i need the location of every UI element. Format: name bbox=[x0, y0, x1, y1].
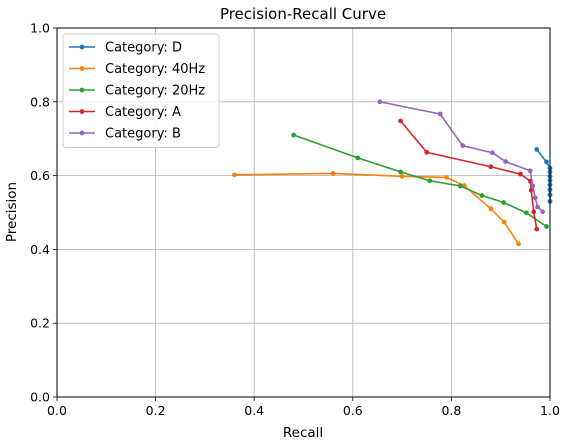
data-point bbox=[488, 164, 494, 170]
data-point bbox=[544, 159, 549, 165]
data-point bbox=[534, 226, 540, 232]
data-point bbox=[488, 206, 494, 212]
data-point bbox=[516, 241, 521, 247]
legend-label: Category: 20Hz bbox=[105, 84, 205, 99]
data-point bbox=[377, 99, 383, 105]
legend-entry: Category: D bbox=[69, 41, 182, 56]
legend-entry: Category: B bbox=[69, 127, 181, 142]
data-point bbox=[291, 132, 297, 138]
legend-box bbox=[62, 33, 220, 148]
y-tick-label: 0.2 bbox=[30, 316, 50, 331]
data-point bbox=[399, 173, 405, 179]
data-point bbox=[501, 200, 507, 205]
data-point bbox=[528, 187, 534, 193]
series-line bbox=[293, 134, 547, 228]
data-point bbox=[479, 193, 485, 198]
data-point bbox=[355, 155, 361, 161]
y-tick-label: 1.0 bbox=[30, 21, 50, 36]
legend-marker bbox=[79, 130, 85, 136]
data-point bbox=[489, 150, 495, 156]
data-point bbox=[532, 195, 538, 201]
x-tick-label: 0.4 bbox=[244, 403, 264, 418]
data-point bbox=[503, 159, 509, 164]
series-layer bbox=[232, 99, 553, 247]
series-category-b bbox=[377, 99, 546, 215]
series-line bbox=[379, 101, 544, 213]
data-point bbox=[501, 219, 507, 225]
data-point bbox=[398, 118, 404, 124]
series-category-40hz bbox=[232, 170, 521, 247]
y-tick-label: 0.8 bbox=[30, 94, 50, 109]
x-axis-label: Recall bbox=[283, 425, 323, 441]
data-point bbox=[523, 210, 529, 216]
legend-label: Category: A bbox=[105, 105, 181, 120]
data-point bbox=[427, 178, 433, 184]
data-point bbox=[460, 143, 466, 149]
legend-entry: Category: 40Hz bbox=[69, 62, 205, 77]
data-point bbox=[530, 183, 536, 189]
y-tick-label: 0.6 bbox=[30, 168, 50, 183]
series-line bbox=[234, 172, 520, 245]
legend-marker bbox=[79, 44, 85, 50]
plot-frame bbox=[56, 27, 551, 398]
data-point bbox=[398, 169, 404, 175]
data-point bbox=[444, 175, 449, 180]
data-point bbox=[232, 172, 237, 178]
legend-marker bbox=[79, 87, 85, 93]
x-tick-label: 0.6 bbox=[343, 403, 363, 418]
x-tick-label: 0.0 bbox=[47, 403, 67, 418]
legend-entry: Category: A bbox=[69, 105, 181, 120]
legend-label: Category: B bbox=[105, 127, 181, 142]
chart-title: Precision-Recall Curve bbox=[220, 5, 386, 23]
data-point bbox=[424, 149, 430, 155]
data-point bbox=[518, 171, 523, 177]
x-tick-label: 0.2 bbox=[146, 403, 166, 418]
series-category-20hz bbox=[291, 132, 549, 229]
data-point bbox=[457, 183, 463, 189]
legend-label: Category: 40Hz bbox=[105, 62, 205, 77]
series-line bbox=[400, 120, 538, 230]
y-tick-label: 0.0 bbox=[30, 390, 50, 405]
data-point bbox=[535, 204, 541, 210]
data-point bbox=[527, 168, 533, 174]
legend-entry: Category: 20Hz bbox=[69, 84, 205, 99]
data-point bbox=[330, 170, 336, 176]
legend-label: Category: D bbox=[105, 41, 182, 56]
data-point bbox=[534, 147, 540, 152]
series-category-a bbox=[398, 118, 540, 232]
x-tick-label: 1.0 bbox=[540, 403, 560, 418]
data-point bbox=[544, 224, 549, 229]
ticks: 0.0 0.2 0.4 0.6 0.8 1.0 0.0 0.2 0.4 0.6 0.8 1.0 bbox=[30, 21, 560, 419]
data-point bbox=[540, 209, 546, 215]
data-point bbox=[437, 111, 443, 117]
legend-marker bbox=[79, 109, 85, 114]
legend: Category: D Category: 40Hz Category: 20Hz C… bbox=[62, 33, 220, 148]
y-tick-label: 0.4 bbox=[30, 242, 50, 257]
data-point bbox=[531, 209, 537, 215]
legend-marker bbox=[79, 66, 85, 71]
y-axis-label: Precision bbox=[4, 182, 20, 242]
x-tick-label: 0.8 bbox=[441, 403, 461, 418]
